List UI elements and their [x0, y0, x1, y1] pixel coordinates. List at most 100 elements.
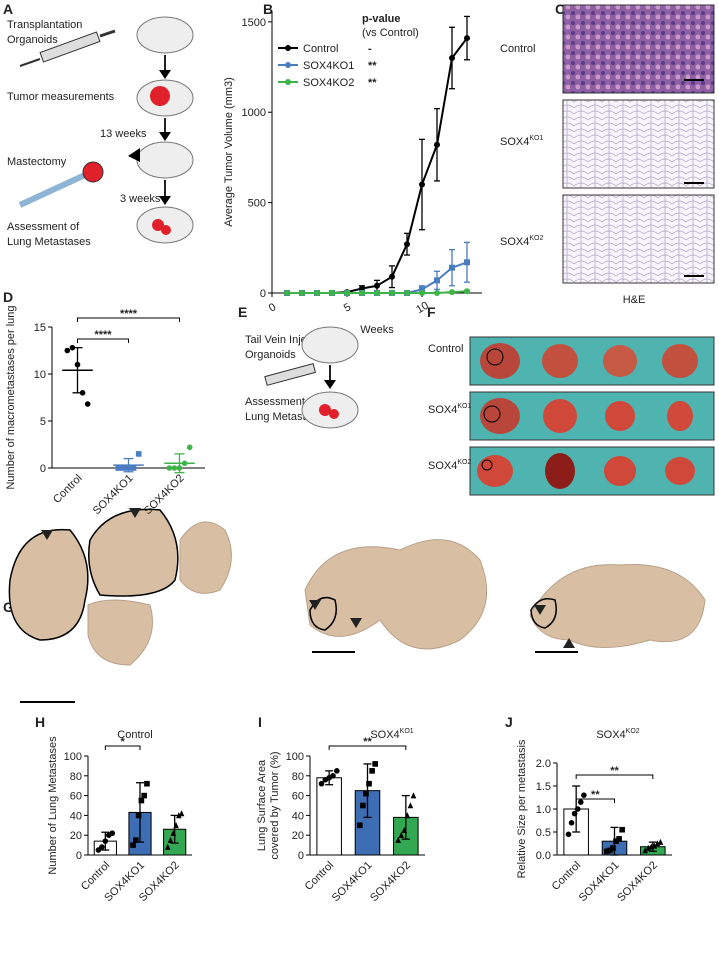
- step-label: Lung Metastases: [7, 236, 91, 248]
- interval-label: 13 weeks: [100, 128, 147, 140]
- marker: [395, 836, 401, 843]
- legend-marker: [285, 45, 291, 51]
- marker: [102, 838, 109, 844]
- marker: [366, 780, 372, 787]
- marker: [344, 290, 350, 296]
- marker: [389, 273, 395, 280]
- significance-bracket: [575, 774, 654, 779]
- marker: [449, 55, 455, 61]
- marker: [330, 773, 336, 779]
- legend-marker: [285, 79, 291, 85]
- marker: [69, 344, 76, 351]
- histology-image: [562, 4, 715, 94]
- x-tick-label: Control: [79, 859, 113, 893]
- marker: [170, 829, 177, 837]
- y-axis-label: Number of macrometastases per lung: [5, 305, 17, 489]
- y-tick-label: 20: [292, 830, 304, 842]
- panel-letter: C: [555, 1, 565, 17]
- step-label: Organoids: [245, 349, 296, 361]
- y-tick-label: 0: [40, 463, 46, 475]
- marker: [642, 847, 648, 854]
- marker: [171, 465, 178, 471]
- bar: [316, 777, 342, 856]
- step-label: Transplantation: [7, 19, 82, 31]
- y-axis-label: Relative Size per metastasis: [516, 739, 528, 878]
- row-label-sup: KO2: [457, 459, 471, 466]
- y-tick-label: 2.0: [536, 758, 551, 770]
- marker: [568, 820, 575, 826]
- marker: [130, 842, 136, 848]
- marker: [577, 799, 584, 805]
- panel-letter: I: [258, 714, 262, 730]
- marker: [357, 822, 363, 829]
- significance-label: **: [591, 789, 600, 801]
- step-label: Mastectomy: [7, 156, 67, 168]
- marker: [616, 836, 622, 842]
- marker: [130, 465, 137, 471]
- x-tick-label: 10: [414, 300, 431, 317]
- marker: [359, 290, 365, 296]
- marker: [314, 290, 320, 296]
- panel-letter: F: [427, 304, 436, 320]
- marker: [176, 812, 182, 819]
- marker: [410, 792, 417, 799]
- significance-bracket: [328, 745, 407, 750]
- group-label-sup: KO2: [626, 728, 640, 735]
- marker: [398, 831, 405, 838]
- marker: [464, 35, 470, 42]
- marker: [181, 460, 188, 467]
- panel-letter: A: [3, 1, 13, 17]
- row-label: SOX4KO1: [428, 403, 471, 416]
- marker: [164, 843, 171, 850]
- marker: [64, 347, 71, 354]
- pvalue-subtitle: (vs Control): [362, 27, 419, 39]
- marker: [419, 181, 425, 188]
- y-tick-label: 100: [286, 751, 304, 763]
- row-label-text: SOX4: [500, 236, 529, 248]
- panel-letter: H: [35, 714, 45, 730]
- marker: [144, 780, 150, 787]
- marker: [372, 761, 378, 767]
- panel-letter: J: [505, 714, 513, 730]
- y-tick-label: 60: [292, 791, 304, 803]
- marker: [607, 847, 613, 854]
- interval-label: 3 weeks: [120, 193, 161, 205]
- marker: [610, 845, 616, 851]
- step-label: Organoids: [7, 34, 58, 46]
- y-tick-label: 80: [70, 771, 82, 783]
- marker: [178, 810, 185, 817]
- marker: [359, 285, 365, 292]
- marker: [133, 837, 139, 843]
- group-label-text: Control: [117, 729, 152, 741]
- y-tick-label: 500: [248, 198, 266, 210]
- marker: [115, 465, 122, 471]
- marker: [374, 290, 380, 296]
- marker: [449, 289, 455, 296]
- significance-label: **: [363, 736, 372, 748]
- y-tick-label: 1000: [242, 107, 266, 119]
- y-tick-label: 0: [260, 288, 266, 300]
- marker: [571, 810, 578, 817]
- x-tick-label: SOX4KO1: [577, 859, 622, 904]
- legend-marker: [285, 62, 291, 68]
- marker: [299, 290, 305, 296]
- row-label: Control: [428, 343, 463, 355]
- row-label-text: Control: [500, 43, 535, 55]
- panel-letter: G: [3, 599, 14, 615]
- row-label-sup: KO2: [529, 235, 543, 242]
- row-label: SOX4KO1: [500, 135, 543, 148]
- y-tick-label: 40: [70, 810, 82, 822]
- y-tick-label: 0: [298, 850, 304, 862]
- x-tick-label: Control: [51, 472, 85, 506]
- panel-letter: D: [3, 289, 13, 305]
- row-label-text: Control: [428, 343, 463, 355]
- marker: [434, 277, 440, 284]
- y-axis-label: Average Tumor Volume (mm3): [223, 77, 235, 227]
- y-tick-label: 40: [292, 810, 304, 822]
- x-axis-label: Weeks: [360, 324, 394, 336]
- group-label-text: SOX4: [596, 729, 625, 741]
- y-tick-label: 0: [76, 850, 82, 862]
- histology-image: [562, 99, 715, 189]
- marker: [99, 844, 105, 850]
